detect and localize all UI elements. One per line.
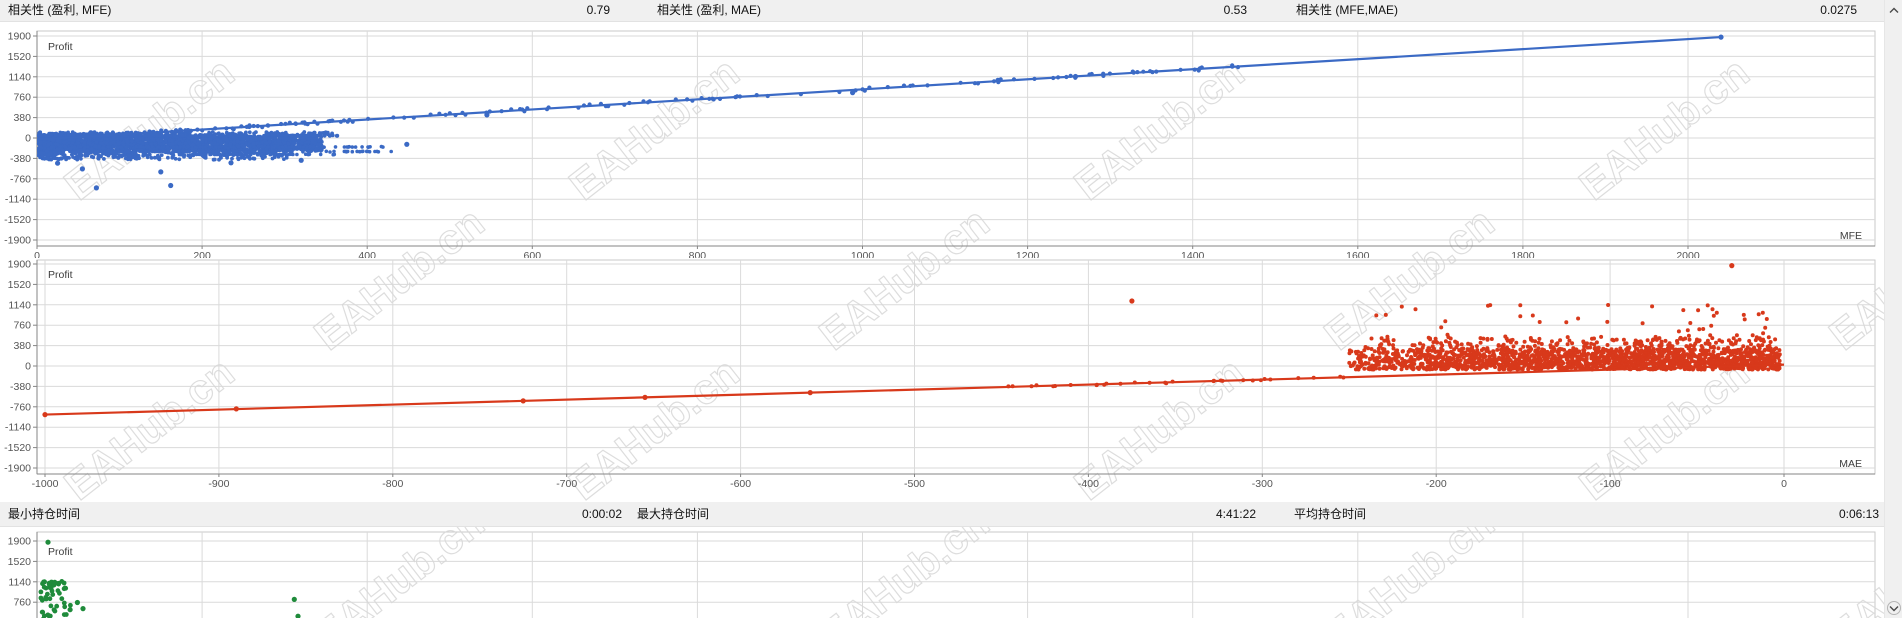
svg-text:2000: 2000 xyxy=(1676,250,1700,258)
svg-text:380: 380 xyxy=(13,112,31,124)
svg-text:-100: -100 xyxy=(1600,478,1621,490)
svg-text:-800: -800 xyxy=(382,478,403,490)
svg-text:1900: 1900 xyxy=(8,31,32,43)
svg-text:1520: 1520 xyxy=(8,51,32,63)
svg-text:-300: -300 xyxy=(1252,478,1273,490)
svg-text:-1000: -1000 xyxy=(32,478,59,490)
svg-text:-900: -900 xyxy=(208,478,229,490)
svg-text:1800: 1800 xyxy=(1511,250,1535,258)
svg-text:1600: 1600 xyxy=(1346,250,1370,258)
svg-text:760: 760 xyxy=(13,320,31,332)
svg-text:0: 0 xyxy=(25,133,31,145)
scroll-down-button[interactable] xyxy=(1887,601,1901,615)
chevron-down-icon xyxy=(1889,605,1899,611)
svg-text:Profit: Profit xyxy=(48,41,73,53)
svg-text:1900: 1900 xyxy=(8,259,32,271)
svg-text:-760: -760 xyxy=(10,401,31,413)
svg-text:-1520: -1520 xyxy=(4,214,31,226)
stat-value-min-holding-time: 0:00:02 xyxy=(581,507,622,521)
svg-text:380: 380 xyxy=(13,340,31,352)
svg-text:-1900: -1900 xyxy=(4,235,31,247)
svg-text:1140: 1140 xyxy=(8,299,31,311)
svg-text:1200: 1200 xyxy=(1016,250,1040,258)
stat-value-corr-profit-mfe: 0.79 xyxy=(586,3,610,17)
svg-text:-1520: -1520 xyxy=(4,442,31,454)
svg-text:-600: -600 xyxy=(730,478,751,490)
vertical-scrollbar[interactable] xyxy=(1884,0,1902,618)
svg-text:-1140: -1140 xyxy=(5,194,31,206)
svg-text:-400: -400 xyxy=(1078,478,1099,490)
scroll-up-button[interactable] xyxy=(1887,3,1901,17)
svg-text:0: 0 xyxy=(25,361,31,373)
stat-value-corr-mfe-mae: 0.0275 xyxy=(1820,3,1857,17)
profit-vs-mfe-chart[interactable]: EAHub.cnEAHub.cnEAHub.cnEAHub.cnEAHub.cn… xyxy=(0,22,1884,258)
svg-text:-380: -380 xyxy=(10,381,31,393)
svg-text:400: 400 xyxy=(358,250,376,258)
svg-text:1520: 1520 xyxy=(8,279,32,291)
svg-text:760: 760 xyxy=(13,92,31,104)
svg-text:1140: 1140 xyxy=(8,71,31,83)
stat-label-avg-holding-time: 平均持仓时间 xyxy=(1294,507,1367,521)
svg-text:-200: -200 xyxy=(1426,478,1447,490)
profit-vs-mae-chart[interactable]: EAHub.cn EAHub.cn EAHub.cn EAHub.cn EAHub.cn… xyxy=(0,258,1884,502)
stat-value-avg-holding-time: 0:06:13 xyxy=(1838,507,1879,521)
stat-label-max-holding-time: 最大持仓时间 xyxy=(637,507,710,521)
stat-label-corr-mfe-mae: 相关性 (MFE,MAE) xyxy=(1296,3,1398,17)
svg-text:-760: -760 xyxy=(10,173,31,185)
holding-time-stats-bar: 最小持仓时间 0:00:02 最大持仓时间 4:41:22 平均持仓时间 0:0… xyxy=(0,502,1884,527)
stat-value-corr-profit-mae: 0.53 xyxy=(1223,3,1247,17)
svg-text:800: 800 xyxy=(689,250,707,258)
svg-text:0: 0 xyxy=(1781,478,1787,490)
svg-text:-500: -500 xyxy=(904,478,925,490)
svg-text:-1900: -1900 xyxy=(4,463,31,475)
svg-text:1400: 1400 xyxy=(1181,250,1205,258)
svg-text:-380: -380 xyxy=(10,153,31,165)
svg-text:MFE: MFE xyxy=(1840,230,1862,242)
stat-label-min-holding-time: 最小持仓时间 xyxy=(8,507,81,521)
svg-text:-700: -700 xyxy=(556,478,577,490)
stat-value-max-holding-time: 4:41:22 xyxy=(1215,507,1256,521)
profit-vs-holdtime-chart[interactable]: EAHub.cnEAHub.cnEAHub.cnEAHub.cn19001520… xyxy=(0,527,1884,618)
stat-label-corr-profit-mfe: 相关性 (盈利, MFE) xyxy=(8,3,112,17)
svg-text:-1140: -1140 xyxy=(5,422,31,434)
stat-label-corr-profit-mae: 相关性 (盈利, MAE) xyxy=(657,3,761,17)
svg-text:0: 0 xyxy=(34,250,40,258)
chevron-up-icon xyxy=(1889,7,1899,13)
svg-text:1000: 1000 xyxy=(851,250,875,258)
svg-text:200: 200 xyxy=(193,250,211,258)
svg-text:600: 600 xyxy=(524,250,542,258)
correlation-stats-bar: 相关性 (盈利, MFE) 0.79 相关性 (盈利, MAE) 0.53 相关… xyxy=(0,0,1884,22)
